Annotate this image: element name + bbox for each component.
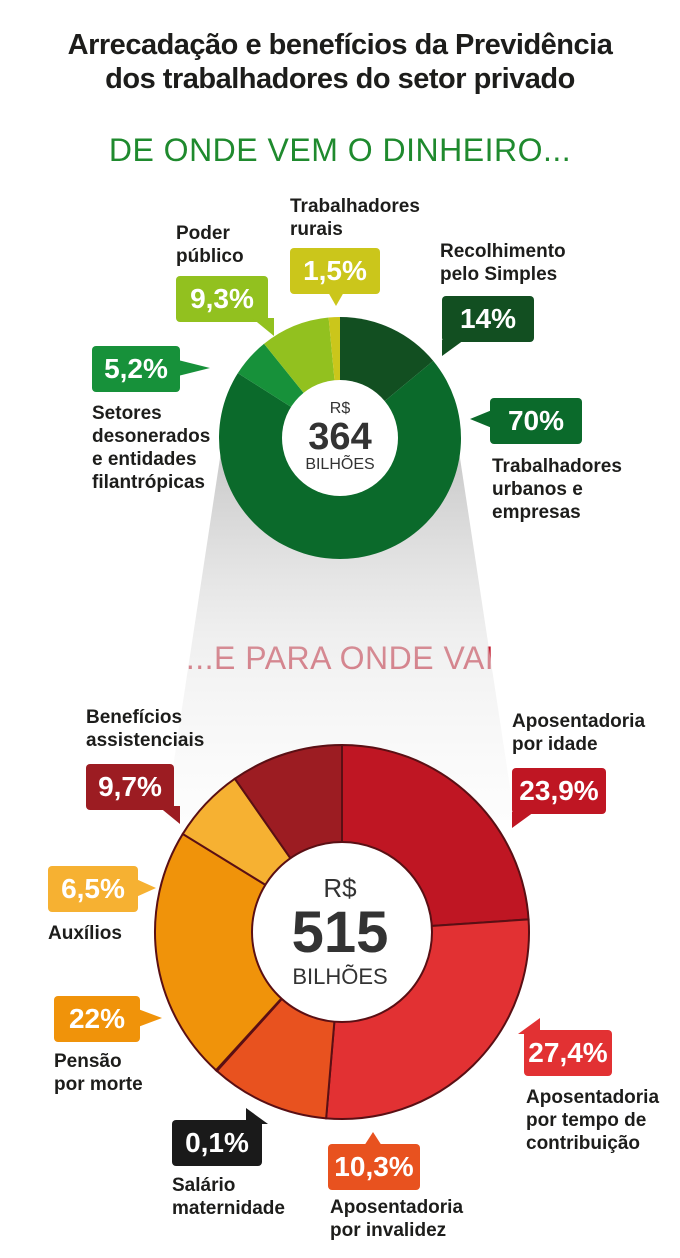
expense-center-currency: R$ [323,873,357,903]
income-hole [282,380,398,496]
pct-setores-desonerados: 5,2% [92,346,210,392]
pct-auxilios-pointer [136,879,156,897]
pct-aposentadoria-tempo-text: 27,4% [528,1037,608,1068]
pct-aposentadoria-tempo-pointer [518,1018,540,1034]
pct-setores-desonerados-pointer [178,360,210,376]
label-recolhimento-simples: Recolhimento pelo Simples [440,241,566,285]
label-aposentadoria-tempo: Aposentadoria por tempo de contribuição [526,1087,660,1154]
label-salario-maternidade: Salário maternidade [172,1175,285,1219]
pct-aposentadoria-idade-pointer [512,812,534,828]
expense-center-unit: BILHÕES [292,964,388,989]
pct-aposentadoria-tempo: 27,4% [518,1018,612,1076]
chart-title: Arrecadação e benefícios da Previdência … [0,28,680,96]
expense-hole [251,841,433,1023]
income-center-unit: BILHÕES [305,456,375,473]
pct-poder-publico-pointer [252,318,274,336]
pct-trabalhadores-rurais-pointer [328,292,344,306]
pct-pensao-morte-pointer [138,1009,162,1027]
funnel-shadow [165,445,515,820]
label-setores-desonerados: Setores desonerados e entidades filantró… [92,403,211,493]
pct-aposentadoria-invalidez: 10,3% [328,1132,420,1190]
pct-aposentadoria-invalidez-pointer [364,1132,382,1146]
income-center: R$ 364 BILHÕES [290,400,390,474]
label-poder-publico: Poder público [176,223,244,267]
label-trabalhadores-urbanos: Trabalhadores urbanos e empresas [492,456,622,523]
pct-beneficios-assistenciais: 9,7% [86,764,180,824]
pct-aposentadoria-invalidez-text: 10,3% [334,1151,414,1182]
chart-title-line-1: Arrecadação e benefícios da Previdência [67,29,613,61]
label-pensao-morte: Pensão por morte [54,1051,143,1095]
label-aposentadoria-invalidez: Aposentadoria por invalidez [330,1197,464,1241]
expense-center-value: 515 [291,900,389,965]
pct-poder-publico: 9,3% [176,276,274,336]
pct-auxilios: 6,5% [48,866,156,912]
label-beneficios-assistenciais: Benefícios assistenciais [86,707,205,751]
pct-setores-desonerados-text: 5,2% [104,353,168,384]
label-auxilios: Auxílios [48,923,122,944]
pct-beneficios-assistenciais-pointer [158,806,180,824]
pct-poder-publico-text: 9,3% [190,283,254,314]
chart-title-line-2: dos trabalhadores do setor privado [105,63,575,95]
label-aposentadoria-idade: Aposentadoria por idade [512,711,646,755]
pct-recolhimento-simples-pointer [442,340,464,356]
income-section-title: DE ONDE VEM O DINHEIRO... [108,132,572,168]
expense-slice-4 [154,832,344,1072]
pct-beneficios-assistenciais-text: 9,7% [98,771,162,802]
pct-aposentadoria-idade: 23,9% [512,768,606,828]
pct-salario-maternidade-text: 0,1% [185,1127,249,1158]
pct-trabalhadores-rurais: 1,5% [290,248,380,306]
pct-pensao-morte-text: 22% [68,1003,126,1034]
pct-recolhimento-simples: 14% [442,296,534,356]
income-center-currency: R$ [329,400,351,417]
pct-salario-maternidade-pointer [246,1108,268,1124]
expense-center: R$ 515 BILHÕES [265,874,415,990]
pct-pensao-morte: 22% [54,996,162,1042]
income-center-value: 364 [308,416,372,458]
pct-trabalhadores-urbanos: 70% [470,398,582,444]
label-trabalhadores-rurais: Trabalhadores rurais [290,196,420,240]
pct-trabalhadores-urbanos-pointer [470,410,492,428]
pct-salario-maternidade: 0,1% [172,1108,268,1166]
pct-trabalhadores-rurais-text: 1,5% [303,255,367,286]
pct-recolhimento-simples-text: 14% [459,303,517,334]
pct-auxilios-text: 6,5% [61,873,125,904]
pct-trabalhadores-urbanos-text: 70% [507,405,565,436]
income-donut [218,317,461,560]
expense-donut [154,743,530,1120]
pct-aposentadoria-idade-text: 23,9% [519,775,599,806]
